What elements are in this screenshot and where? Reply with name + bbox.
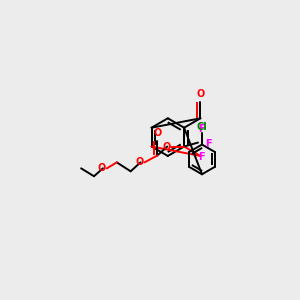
Text: O: O (162, 142, 170, 152)
Text: F: F (205, 139, 211, 148)
Text: F: F (198, 124, 204, 134)
Text: O: O (196, 89, 205, 100)
Text: O: O (98, 163, 106, 173)
Text: O: O (135, 158, 143, 167)
Text: Cl: Cl (196, 122, 207, 132)
Text: O: O (153, 128, 161, 138)
Text: F: F (198, 152, 204, 163)
